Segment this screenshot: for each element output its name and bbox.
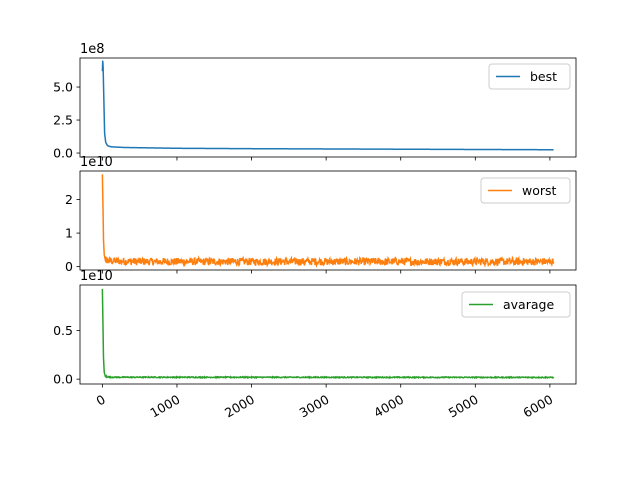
y-tick-label: 0	[65, 259, 73, 274]
legend: worst	[480, 177, 571, 204]
x-tick-label: 0	[93, 392, 107, 409]
y-tick-label: 1	[65, 226, 73, 241]
x-tick-label: 1000	[147, 392, 182, 421]
x-tick-label: 3000	[297, 392, 332, 421]
axis-offset-text: 1e10	[80, 269, 113, 284]
legend-label: worst	[522, 183, 557, 198]
legend-label: avarage	[503, 297, 554, 312]
axis-offset-text: 1e10	[80, 155, 113, 170]
x-tick-label: 6000	[520, 392, 555, 421]
subplot-avarage: 0.0 0.5 1e10 avarage	[53, 269, 577, 388]
x-tick-label: 4000	[371, 392, 406, 421]
axes-frame	[79, 284, 577, 385]
x-tick-label: 5000	[446, 392, 481, 421]
legend-box	[461, 291, 571, 318]
y-tick-label: 2.5	[53, 113, 73, 128]
series-line-avarage	[101, 288, 555, 380]
series-line-worst	[101, 174, 555, 269]
subplot-worst: 0 1 2 1e10 worst	[65, 155, 577, 274]
legend-box	[480, 177, 571, 204]
axes-frame	[79, 170, 577, 271]
y-tick-label: 0.5	[53, 323, 73, 338]
subplot-best: 0.0 2.5 5.0 1e8 best	[53, 42, 577, 161]
legend: avarage	[461, 291, 571, 318]
series-line-best	[101, 60, 554, 151]
x-tick-label: 2000	[222, 392, 257, 421]
subplots: 0.0 2.5 5.0 1e8 best 0 1 2 1e10 worst 0.0 0.5 1e10 av…	[53, 42, 577, 388]
axes-frame	[79, 57, 577, 158]
y-tick-label: 5.0	[53, 80, 73, 95]
y-tick-label: 0.0	[53, 372, 73, 387]
y-tick-label: 0.0	[53, 146, 73, 161]
y-tick-label: 2	[65, 192, 73, 207]
legend-label: best	[530, 69, 557, 84]
legend: best	[488, 63, 571, 90]
shared-x-axis: 0 1000 2000 3000 4000 5000 6000	[93, 392, 555, 421]
legend-box	[488, 63, 571, 90]
axis-offset-text: 1e8	[80, 42, 105, 57]
